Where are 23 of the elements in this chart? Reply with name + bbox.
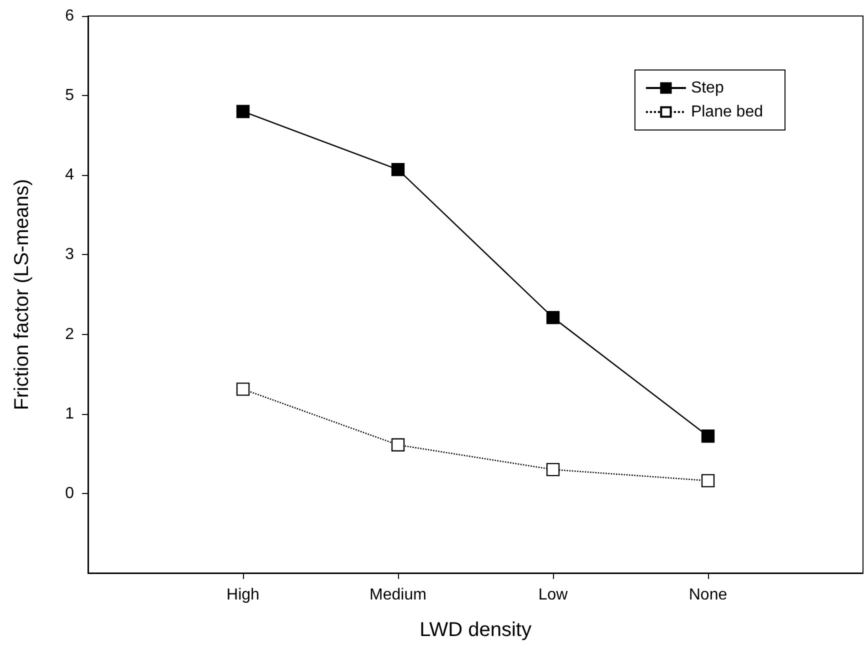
point bbox=[236, 104, 250, 118]
point bbox=[391, 162, 405, 176]
point bbox=[701, 430, 715, 443]
y-tick-label: 0 bbox=[65, 484, 74, 502]
x-tick-label: Low bbox=[538, 586, 568, 604]
y-tick-label: 5 bbox=[65, 87, 74, 104]
legend-label: Step bbox=[690, 80, 724, 96]
y-tick-label: 2 bbox=[65, 326, 74, 343]
y-tick-label: 4 bbox=[65, 166, 74, 184]
point bbox=[546, 310, 560, 324]
y-tick-label: 3 bbox=[65, 246, 74, 264]
x-tick-label: Medium bbox=[370, 586, 426, 604]
x-tick-label: High bbox=[226, 586, 260, 604]
y-axis-title: Friction factor (LS-means) bbox=[11, 178, 33, 410]
point bbox=[236, 382, 250, 396]
y-tick-label: 6 bbox=[65, 8, 74, 24]
legend-label: Plane bed bbox=[690, 104, 763, 120]
point bbox=[391, 438, 405, 452]
x-axis-title: LWD density bbox=[420, 619, 532, 641]
point bbox=[701, 474, 715, 488]
x-tick-label: None bbox=[688, 586, 728, 604]
point bbox=[546, 462, 560, 476]
y-tick-label: 1 bbox=[65, 405, 74, 422]
